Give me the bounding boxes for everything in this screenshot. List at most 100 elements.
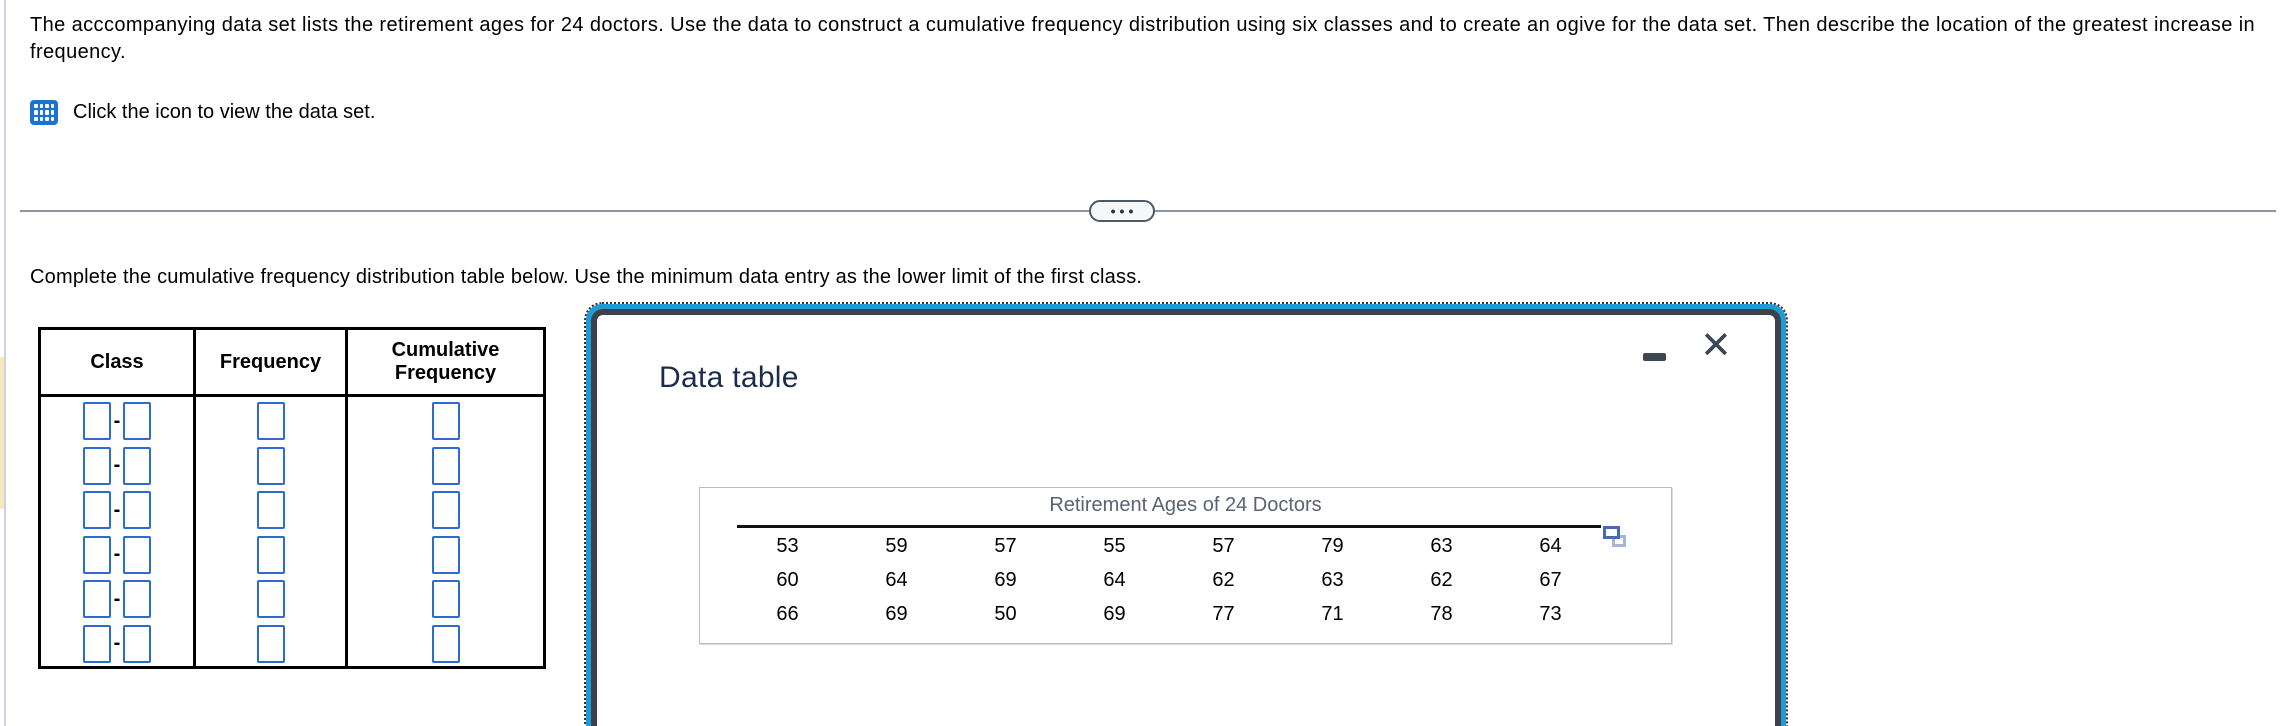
dialog-frame: Data table ✕ Retirement Ages of 24 Docto… xyxy=(591,309,1781,726)
class-upper-input[interactable] xyxy=(123,580,152,619)
cumulative-frequency-row-slot xyxy=(348,577,543,622)
dataset-hint-text: Click the icon to view the data set. xyxy=(73,101,376,123)
class-upper-input[interactable] xyxy=(123,624,152,663)
frequency-input[interactable] xyxy=(256,491,285,530)
problem-statement: The acccompanying data set lists the ret… xyxy=(30,14,2256,63)
copy-data-icon[interactable] xyxy=(1603,526,1632,553)
frequency-row-slot xyxy=(196,622,345,667)
data-cell: 50 xyxy=(994,602,1017,625)
cumulative-frequency-row-slot xyxy=(348,533,543,578)
frequency-input[interactable] xyxy=(256,624,285,663)
frequency-input[interactable] xyxy=(256,580,285,619)
data-cell: 59 xyxy=(885,534,908,557)
dialog-title: Data table xyxy=(659,361,799,394)
class-lower-input[interactable] xyxy=(82,491,111,530)
minimize-dash-icon[interactable] xyxy=(1643,353,1666,361)
data-cell: 64 xyxy=(885,568,908,591)
class-lower-input[interactable] xyxy=(82,580,111,619)
data-cell: 63 xyxy=(1321,568,1344,591)
data-cell: 63 xyxy=(1430,534,1453,557)
header-class: Class xyxy=(38,327,196,397)
header-cumulative-frequency: Cumulative Frequency xyxy=(345,327,546,397)
class-row-slot: - xyxy=(41,399,193,444)
frequency-column xyxy=(193,394,348,669)
data-cell: 62 xyxy=(1212,568,1235,591)
cumulative-frequency-input[interactable] xyxy=(431,491,460,530)
class-range-separator: - xyxy=(113,543,121,566)
data-cell: 69 xyxy=(994,568,1017,591)
class-range-separator: - xyxy=(113,498,121,521)
data-cell: 57 xyxy=(994,534,1017,557)
cumulative-frequency-input[interactable] xyxy=(431,446,460,485)
class-range-separator: - xyxy=(113,409,121,432)
header-frequency: Frequency xyxy=(193,327,348,397)
cumulative-frequency-row-slot xyxy=(348,444,543,489)
ellipsis-button[interactable]: ••• xyxy=(1089,200,1155,222)
cumulative-frequency-column xyxy=(345,394,546,669)
cumulative-frequency-input[interactable] xyxy=(431,535,460,574)
class-row-slot: - xyxy=(41,488,193,533)
data-cell: 71 xyxy=(1321,602,1344,625)
cumulative-frequency-row-slot xyxy=(348,488,543,533)
frequency-row-slot xyxy=(196,577,345,622)
frequency-row-slot xyxy=(196,533,345,578)
frequency-row-slot xyxy=(196,399,345,444)
data-cell: 73 xyxy=(1539,602,1562,625)
class-row-slot: - xyxy=(41,533,193,578)
close-x-icon[interactable]: ✕ xyxy=(1700,325,1732,367)
class-lower-input[interactable] xyxy=(82,402,111,441)
data-cell: 67 xyxy=(1539,568,1562,591)
dataset-panel: Retirement Ages of 24 Doctors 53 59 57 55 57… xyxy=(699,487,1672,644)
data-row: 60 64 69 64 62 63 62 67 xyxy=(733,563,1605,597)
cumulative-frequency-row-slot xyxy=(348,622,543,667)
page-left-border xyxy=(4,0,6,726)
class-upper-input[interactable] xyxy=(123,491,152,530)
cumulative-frequency-input[interactable] xyxy=(431,624,460,663)
data-cell: 77 xyxy=(1212,602,1235,625)
frequency-row-slot xyxy=(196,488,345,533)
data-cell: 78 xyxy=(1430,602,1453,625)
data-cell: 69 xyxy=(885,602,908,625)
task-instruction: Complete the cumulative frequency distri… xyxy=(30,266,1143,288)
class-lower-input[interactable] xyxy=(82,624,111,663)
copy-icon-front-sheet xyxy=(1603,526,1620,539)
data-cell: 60 xyxy=(776,568,799,591)
class-column: - - - - - - xyxy=(38,394,196,669)
cumulative-frequency-input[interactable] xyxy=(431,580,460,619)
class-upper-input[interactable] xyxy=(123,535,152,574)
data-cell: 69 xyxy=(1103,602,1126,625)
answer-table: Class Frequency Cumulative Frequency ---… xyxy=(38,327,546,669)
class-row-slot: - xyxy=(41,444,193,489)
frequency-input[interactable] xyxy=(256,535,285,574)
frequency-row-slot xyxy=(196,444,345,489)
class-range-separator: - xyxy=(113,454,121,477)
class-row-slot: - xyxy=(41,577,193,622)
frequency-input[interactable] xyxy=(256,446,285,485)
dataset-hint-row: Click the icon to view the data set. xyxy=(30,100,375,125)
data-row: 66 69 50 69 77 71 78 73 xyxy=(733,597,1605,631)
dataset-title: Retirement Ages of 24 Doctors xyxy=(1049,494,1322,516)
dataset-rule xyxy=(737,525,1601,528)
ellipsis-icon: ••• xyxy=(1110,203,1138,219)
class-upper-input[interactable] xyxy=(123,446,152,485)
data-cell: 62 xyxy=(1430,568,1453,591)
class-range-separator: - xyxy=(113,632,121,655)
data-cell: 66 xyxy=(776,602,799,625)
data-cell: 79 xyxy=(1321,534,1344,557)
cumulative-frequency-input[interactable] xyxy=(431,402,460,441)
data-cell: 64 xyxy=(1103,568,1126,591)
class-lower-input[interactable] xyxy=(82,446,111,485)
retirement-ages-table: 53 59 57 55 57 79 63 64 60 64 69 64 62 63 62 67 66 69 50 69… xyxy=(733,529,1605,631)
table-grid-icon[interactable] xyxy=(30,100,58,125)
class-upper-input[interactable] xyxy=(123,402,152,441)
class-row-slot: - xyxy=(41,622,193,667)
class-lower-input[interactable] xyxy=(82,535,111,574)
data-cell: 55 xyxy=(1103,534,1126,557)
data-table-dialog: Data table ✕ Retirement Ages of 24 Docto… xyxy=(584,302,1788,726)
cumulative-frequency-row-slot xyxy=(348,399,543,444)
frequency-input[interactable] xyxy=(256,402,285,441)
class-range-separator: - xyxy=(113,587,121,610)
data-cell: 57 xyxy=(1212,534,1235,557)
data-row: 53 59 57 55 57 79 63 64 xyxy=(733,529,1605,563)
data-cell: 53 xyxy=(776,534,799,557)
